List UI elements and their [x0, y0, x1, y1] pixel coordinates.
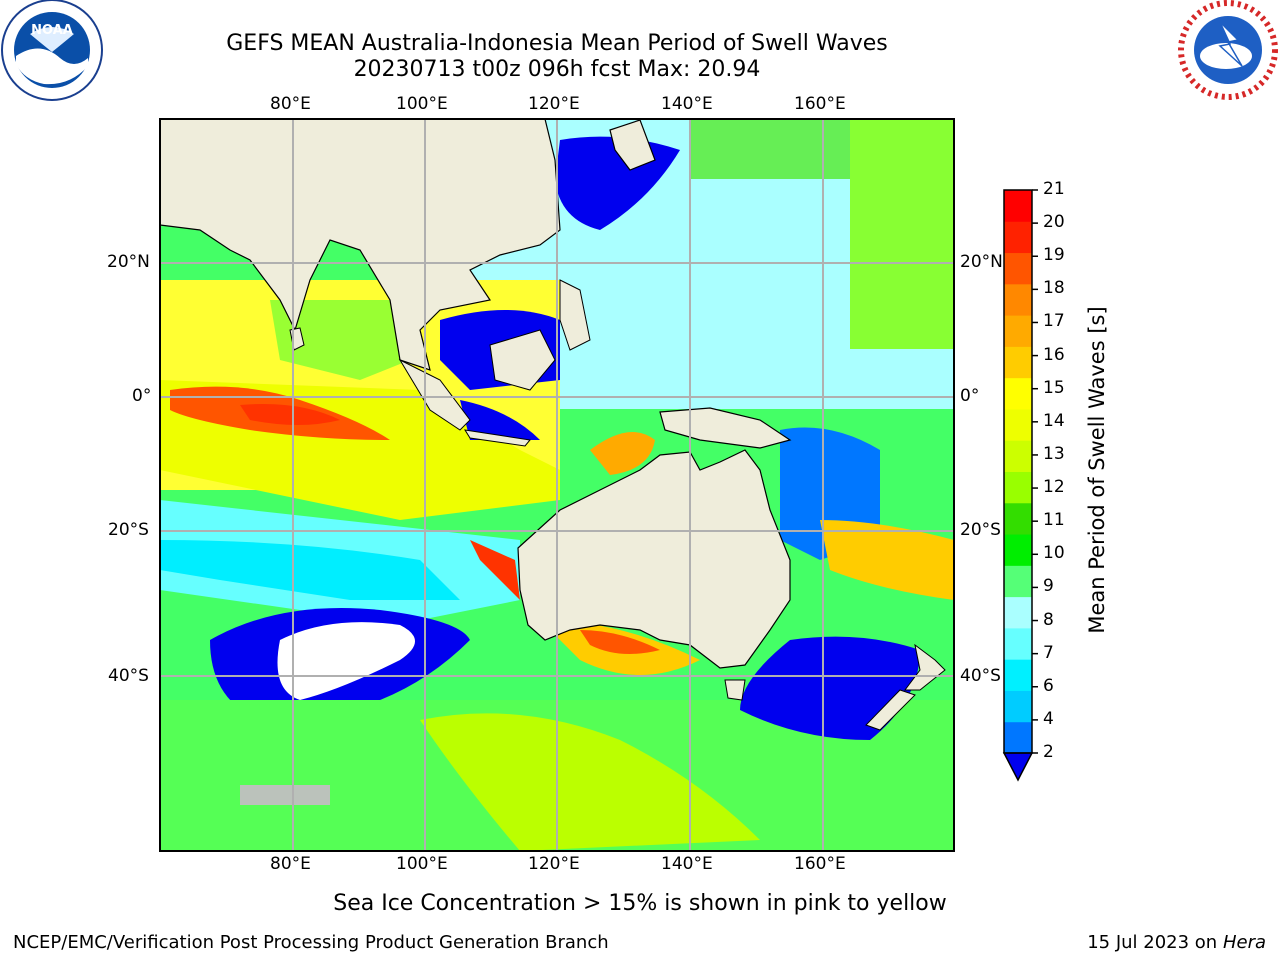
- colorbar-segment: [1004, 690, 1032, 723]
- chart-subtitle: 20230713 t00z 096h fcst Max: 20.94: [353, 57, 761, 82]
- footer-machine: Hera: [1222, 932, 1266, 953]
- footer-producer: NCEP/EMC/Verification Post Processing Pr…: [13, 932, 609, 953]
- lat-tick-right-20s: 20°S: [960, 520, 1001, 540]
- colorbar-tick-label: 6: [1043, 675, 1054, 696]
- lon-tick-top-80: 80°E: [270, 94, 311, 114]
- lat-tick-left-0: 0°: [132, 386, 152, 406]
- colorbar-segment: [1004, 315, 1032, 347]
- colorbar-segment: [1004, 471, 1032, 504]
- colorbar-frame: [1003, 189, 1033, 754]
- colorbar-tick-label: 18: [1043, 278, 1065, 299]
- colorbar-segment: [1004, 283, 1032, 316]
- chart-title: GEFS MEAN Australia-Indonesia Mean Perio…: [226, 31, 888, 56]
- lon-tick-top-100: 100°E: [396, 94, 448, 114]
- colorbar-segment: [1004, 565, 1032, 598]
- colorbar: [1002, 189, 1038, 782]
- colorbar-segment: [1004, 408, 1032, 441]
- lat-tick-left-20n: 20°N: [107, 252, 150, 272]
- colorbar-tick-label: 19: [1043, 245, 1065, 266]
- colorbar-tick-label: 2: [1043, 742, 1054, 762]
- colorbar-tick-label: 4: [1043, 708, 1054, 729]
- map-frame: [159, 118, 955, 852]
- colorbar-tick-label: 20: [1043, 212, 1065, 233]
- colorbar-tick-label: 12: [1043, 477, 1065, 498]
- colorbar-segment: [1004, 252, 1032, 285]
- land-masses: [160, 119, 946, 731]
- colorbar-tick-label: 8: [1043, 609, 1054, 630]
- nws-logo: [1178, 0, 1278, 100]
- colorbar-segment: [1004, 721, 1032, 754]
- noaa-logo-text: NOAA: [31, 23, 73, 38]
- footer-date-text: 15 Jul 2023 on: [1087, 932, 1223, 953]
- colorbar-tick-label: 15: [1043, 377, 1065, 398]
- lon-tick-bottom-120: 120°E: [528, 854, 580, 874]
- colorbar-segment: [1004, 440, 1032, 472]
- lon-tick-bottom-100: 100°E: [396, 854, 448, 874]
- sea-ice-note: Sea Ice Concentration > 15% is shown in …: [333, 891, 947, 916]
- lon-tick-top-160: 160°E: [794, 94, 846, 114]
- lat-tick-right-20n: 20°N: [960, 252, 1003, 272]
- colorbar-tick-label: 7: [1043, 642, 1054, 663]
- lat-tick-right-0: 0°: [960, 386, 980, 406]
- colorbar-tick-label: 14: [1043, 410, 1065, 431]
- footer-date: 15 Jul 2023 on Hera: [1087, 932, 1266, 953]
- lat-tick-left-40s: 40°S: [108, 666, 149, 686]
- colorbar-label: Mean Period of Swell Waves [s]: [1085, 306, 1109, 634]
- colorbar-segment: [1004, 596, 1032, 629]
- colorbar-segment: [1004, 346, 1032, 379]
- colorbar-segment: [1004, 221, 1032, 254]
- lon-tick-top-140: 140°E: [661, 94, 713, 114]
- lon-tick-bottom-80: 80°E: [270, 854, 311, 874]
- colorbar-segment: [1004, 659, 1032, 691]
- colorbar-tick-label: 21: [1043, 179, 1065, 199]
- colorbar-tick-label: 16: [1043, 344, 1065, 365]
- colorbar-segment: [1004, 534, 1032, 566]
- colorbar-segment: [1004, 190, 1032, 222]
- colorbar-tick-label: 9: [1043, 576, 1054, 597]
- colorbar-tick-label: 11: [1043, 510, 1065, 531]
- lon-tick-bottom-160: 160°E: [794, 854, 846, 874]
- colorbar-segment: [1004, 502, 1032, 535]
- lat-tick-left-20s: 20°S: [108, 520, 149, 540]
- colorbar-segment: [1004, 377, 1032, 410]
- noaa-logo: NOAA: [1, 0, 103, 101]
- lat-tick-right-40s: 40°S: [960, 666, 1001, 686]
- colorbar-tick-label: 10: [1043, 543, 1065, 564]
- map-gridlines: [160, 119, 954, 851]
- colorbar-segment: [1004, 627, 1032, 660]
- colorbar-tick-label: 17: [1043, 311, 1065, 332]
- lon-tick-top-120: 120°E: [528, 94, 580, 114]
- colorbar-tick-label: 13: [1043, 443, 1065, 464]
- lon-tick-bottom-140: 140°E: [661, 854, 713, 874]
- colorbar-under-extension: [1002, 752, 1034, 782]
